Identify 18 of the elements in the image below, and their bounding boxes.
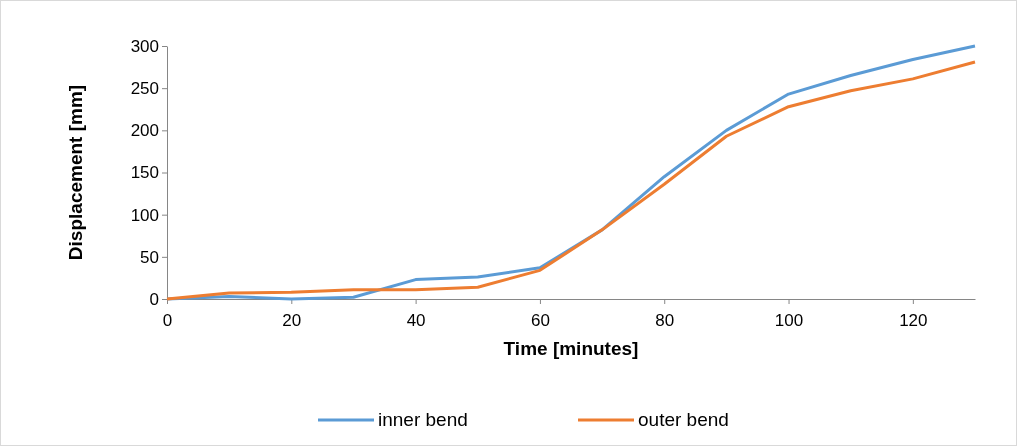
legend-label: outer bend	[638, 409, 729, 430]
legend-label: inner bend	[378, 409, 468, 430]
y-tick-label: 300	[130, 36, 159, 56]
y-tick-label: 200	[130, 121, 159, 141]
x-tick-label: 20	[282, 310, 302, 330]
x-tick-label: 60	[530, 310, 550, 330]
y-tick-label: 50	[140, 247, 159, 267]
x-axis-title: Time [minutes]	[503, 338, 639, 359]
x-tick-label: 40	[406, 310, 426, 330]
x-tick-label: 0	[162, 310, 173, 330]
y-tick-label: 150	[130, 163, 159, 183]
x-tick-label: 120	[899, 310, 928, 330]
y-tick-label: 250	[130, 79, 159, 99]
y-axis-title: Displacement [mm]	[65, 84, 86, 261]
y-tick-label: 0	[149, 289, 159, 309]
y-tick-label: 100	[130, 205, 159, 225]
x-tick-label: 80	[655, 310, 675, 330]
x-tick-label: 100	[774, 310, 804, 330]
